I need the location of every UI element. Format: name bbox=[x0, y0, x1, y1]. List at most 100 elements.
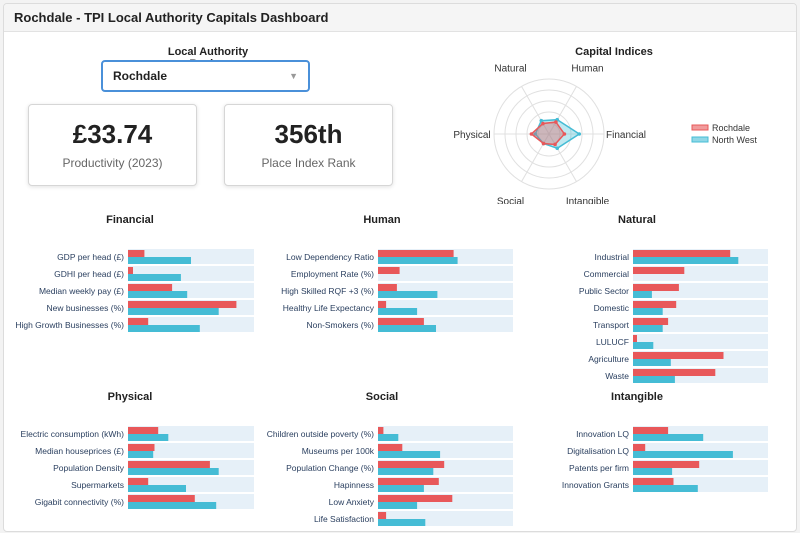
section-title-financial: Financial bbox=[106, 214, 154, 226]
bar-north-west[interactable] bbox=[128, 325, 200, 332]
bar-rochdale[interactable] bbox=[128, 250, 145, 257]
section-title-physical: Physical bbox=[107, 391, 153, 403]
bar-rochdale[interactable] bbox=[633, 427, 669, 434]
bar-north-west[interactable] bbox=[378, 325, 436, 332]
bar-rochdale[interactable] bbox=[633, 478, 674, 485]
bar-north-west[interactable] bbox=[633, 291, 652, 298]
bar-label: GDP per head (£) bbox=[57, 252, 124, 262]
bar-north-west[interactable] bbox=[633, 376, 675, 383]
bar-north-west[interactable] bbox=[633, 308, 663, 315]
radar-point bbox=[541, 121, 545, 126]
bar-rochdale[interactable] bbox=[378, 427, 384, 434]
bar-north-west[interactable] bbox=[378, 434, 399, 441]
bar-rochdale[interactable] bbox=[128, 495, 195, 502]
bar-north-west[interactable] bbox=[633, 257, 739, 264]
bar-rochdale[interactable] bbox=[633, 444, 646, 451]
bar-rochdale[interactable] bbox=[633, 250, 731, 257]
bar-rochdale[interactable] bbox=[633, 352, 724, 359]
bar-chart-natural: Industrial Commercial Public Sector Domesti… bbox=[579, 249, 768, 383]
radar-point bbox=[539, 118, 544, 123]
bar-north-west[interactable] bbox=[633, 342, 654, 349]
bar-north-west[interactable] bbox=[128, 468, 219, 475]
bar-rochdale[interactable] bbox=[378, 461, 445, 468]
bar-rochdale[interactable] bbox=[633, 335, 637, 342]
bar-north-west[interactable] bbox=[633, 359, 671, 366]
bar-chart-financial: GDP per head (£) GDHI per head (£) Median … bbox=[15, 249, 254, 332]
bar-label: LULUCF bbox=[596, 337, 629, 347]
bar-rochdale[interactable] bbox=[128, 301, 237, 308]
bar-north-west[interactable] bbox=[128, 308, 219, 315]
bar-north-west[interactable] bbox=[378, 485, 424, 492]
bar-north-west[interactable] bbox=[378, 308, 418, 315]
bar-rochdale[interactable] bbox=[378, 495, 453, 502]
bar-north-west[interactable] bbox=[128, 274, 181, 281]
bar-label: Population Change (%) bbox=[286, 463, 374, 473]
bar-north-west[interactable] bbox=[128, 502, 217, 509]
place-rank-label: Place Index Rank bbox=[261, 156, 356, 170]
bar-north-west[interactable] bbox=[128, 485, 186, 492]
radar-point bbox=[533, 132, 538, 136]
bar-rochdale[interactable] bbox=[633, 318, 669, 325]
bar-north-west[interactable] bbox=[633, 451, 733, 458]
bar-label: New businesses (%) bbox=[47, 303, 125, 313]
radar-axis-label: Physical bbox=[453, 130, 490, 141]
bar-north-west[interactable] bbox=[378, 468, 434, 475]
bar-chart-social: Children outside poverty (%) Museums per … bbox=[267, 426, 513, 526]
bar-rochdale[interactable] bbox=[378, 267, 400, 274]
bar-north-west[interactable] bbox=[128, 257, 191, 264]
bar-chart-human: Low Dependency Ratio Employment Rate (%) H… bbox=[281, 249, 513, 332]
section-title-human: Human bbox=[363, 214, 401, 226]
bar-rochdale[interactable] bbox=[128, 427, 159, 434]
bar-rochdale[interactable] bbox=[128, 284, 173, 291]
legend-swatch[interactable] bbox=[691, 136, 709, 143]
bar-rochdale[interactable] bbox=[633, 369, 716, 376]
bar-rochdale[interactable] bbox=[633, 284, 679, 291]
legend-label[interactable]: Rochdale bbox=[712, 123, 750, 133]
dashboard-window: Rochdale - TPI Local Authority Capitals … bbox=[3, 3, 797, 532]
bar-rochdale[interactable] bbox=[128, 318, 149, 325]
bar-rochdale[interactable] bbox=[633, 461, 700, 468]
bar-label: Industrial bbox=[595, 252, 630, 262]
bar-label: High Growth Businesses (%) bbox=[15, 320, 124, 330]
bar-north-west[interactable] bbox=[378, 257, 458, 264]
bar-north-west[interactable] bbox=[633, 468, 673, 475]
bar-rochdale[interactable] bbox=[378, 478, 439, 485]
bar-chart-intangible: Innovation LQ Digitalisation LQ Patents pe… bbox=[562, 426, 768, 492]
bar-rochdale[interactable] bbox=[378, 318, 424, 325]
bar-label: Non-Smokers (%) bbox=[306, 320, 374, 330]
bar-rochdale[interactable] bbox=[128, 444, 155, 451]
bar-rochdale[interactable] bbox=[378, 444, 403, 451]
bar-rochdale[interactable] bbox=[128, 267, 133, 274]
bar-label: Transport bbox=[593, 320, 630, 330]
bar-north-west[interactable] bbox=[378, 451, 441, 458]
bar-north-west[interactable] bbox=[128, 434, 169, 441]
legend-swatch[interactable] bbox=[691, 124, 709, 131]
bar-north-west[interactable] bbox=[128, 291, 188, 298]
bar-rochdale[interactable] bbox=[378, 512, 387, 519]
bar-north-west[interactable] bbox=[378, 291, 438, 298]
bar-rochdale[interactable] bbox=[378, 250, 454, 257]
bar-north-west[interactable] bbox=[633, 325, 663, 332]
bar-north-west[interactable] bbox=[378, 502, 418, 509]
bar-rochdale[interactable] bbox=[128, 461, 210, 468]
legend-label[interactable]: North West bbox=[712, 135, 757, 145]
radar-axis-line bbox=[548, 133, 577, 182]
region-select[interactable]: Rochdale ▼ bbox=[101, 60, 310, 92]
section-title-social: Social bbox=[365, 391, 399, 403]
bar-north-west[interactable] bbox=[633, 434, 704, 441]
bar-north-west[interactable] bbox=[633, 485, 698, 492]
chevron-down-icon[interactable]: ▼ bbox=[289, 71, 298, 81]
bar-rochdale[interactable] bbox=[378, 284, 397, 291]
bar-north-west[interactable] bbox=[128, 451, 154, 458]
bar-label: High Skilled RQF +3 (%) bbox=[281, 286, 374, 296]
bar-rochdale[interactable] bbox=[378, 301, 387, 308]
bar-rochdale[interactable] bbox=[128, 478, 149, 485]
bar-label: Museums per 100k bbox=[302, 446, 375, 456]
bar-label: Children outside poverty (%) bbox=[267, 429, 374, 439]
productivity-card: £33.74 Productivity (2023) bbox=[28, 104, 197, 186]
bar-label: Median weekly pay (£) bbox=[39, 286, 124, 296]
radar-axis-label: Social bbox=[497, 197, 524, 204]
bar-rochdale[interactable] bbox=[633, 301, 677, 308]
bar-north-west[interactable] bbox=[378, 519, 426, 526]
bar-rochdale[interactable] bbox=[633, 267, 685, 274]
